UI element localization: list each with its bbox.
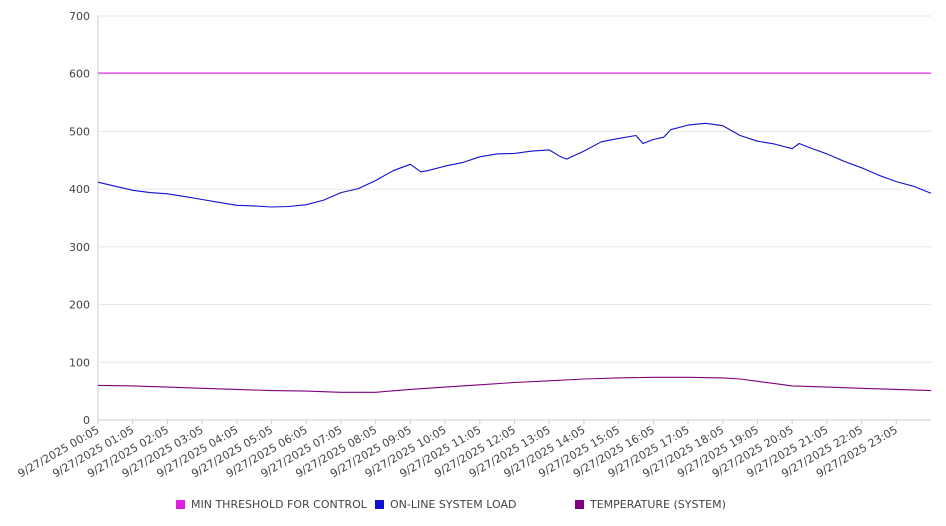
y-tick-label: 700 — [69, 10, 90, 23]
x-tick-labels: 9/27/2025 00:059/27/2025 01:059/27/2025 … — [16, 423, 900, 480]
legend-label-threshold: MIN THRESHOLD FOR CONTROL — [191, 498, 367, 511]
y-tick-label: 400 — [69, 183, 90, 196]
legend-item-temperature: TEMPERATURE (SYSTEM) — [575, 498, 726, 511]
gridlines — [98, 15, 931, 363]
y-tick-label: 100 — [69, 356, 90, 369]
y-tick-label: 500 — [69, 125, 90, 138]
legend-swatch-threshold — [176, 500, 185, 509]
y-tick-label: 600 — [69, 68, 90, 81]
y-tick-labels: 0 100 200 300 400 500 600 700 — [69, 10, 90, 427]
legend-label-temperature: TEMPERATURE (SYSTEM) — [590, 498, 726, 511]
legend-label-system-load: ON-LINE SYSTEM LOAD — [390, 498, 517, 511]
temperature-line — [97, 376, 932, 393]
axes — [97, 16, 931, 424]
legend: MIN THRESHOLD FOR CONTROL ON-LINE SYSTEM… — [176, 498, 936, 514]
system-load-line — [97, 122, 932, 208]
legend-item-threshold: MIN THRESHOLD FOR CONTROL — [176, 498, 367, 511]
legend-swatch-temperature — [575, 500, 584, 509]
legend-item-system-load: ON-LINE SYSTEM LOAD — [375, 498, 516, 511]
y-tick-label: 200 — [69, 299, 90, 312]
series-lines — [97, 72, 932, 393]
y-tick-label: 0 — [83, 414, 90, 427]
legend-swatch-system-load — [375, 500, 384, 509]
y-tick-label: 300 — [69, 241, 90, 254]
